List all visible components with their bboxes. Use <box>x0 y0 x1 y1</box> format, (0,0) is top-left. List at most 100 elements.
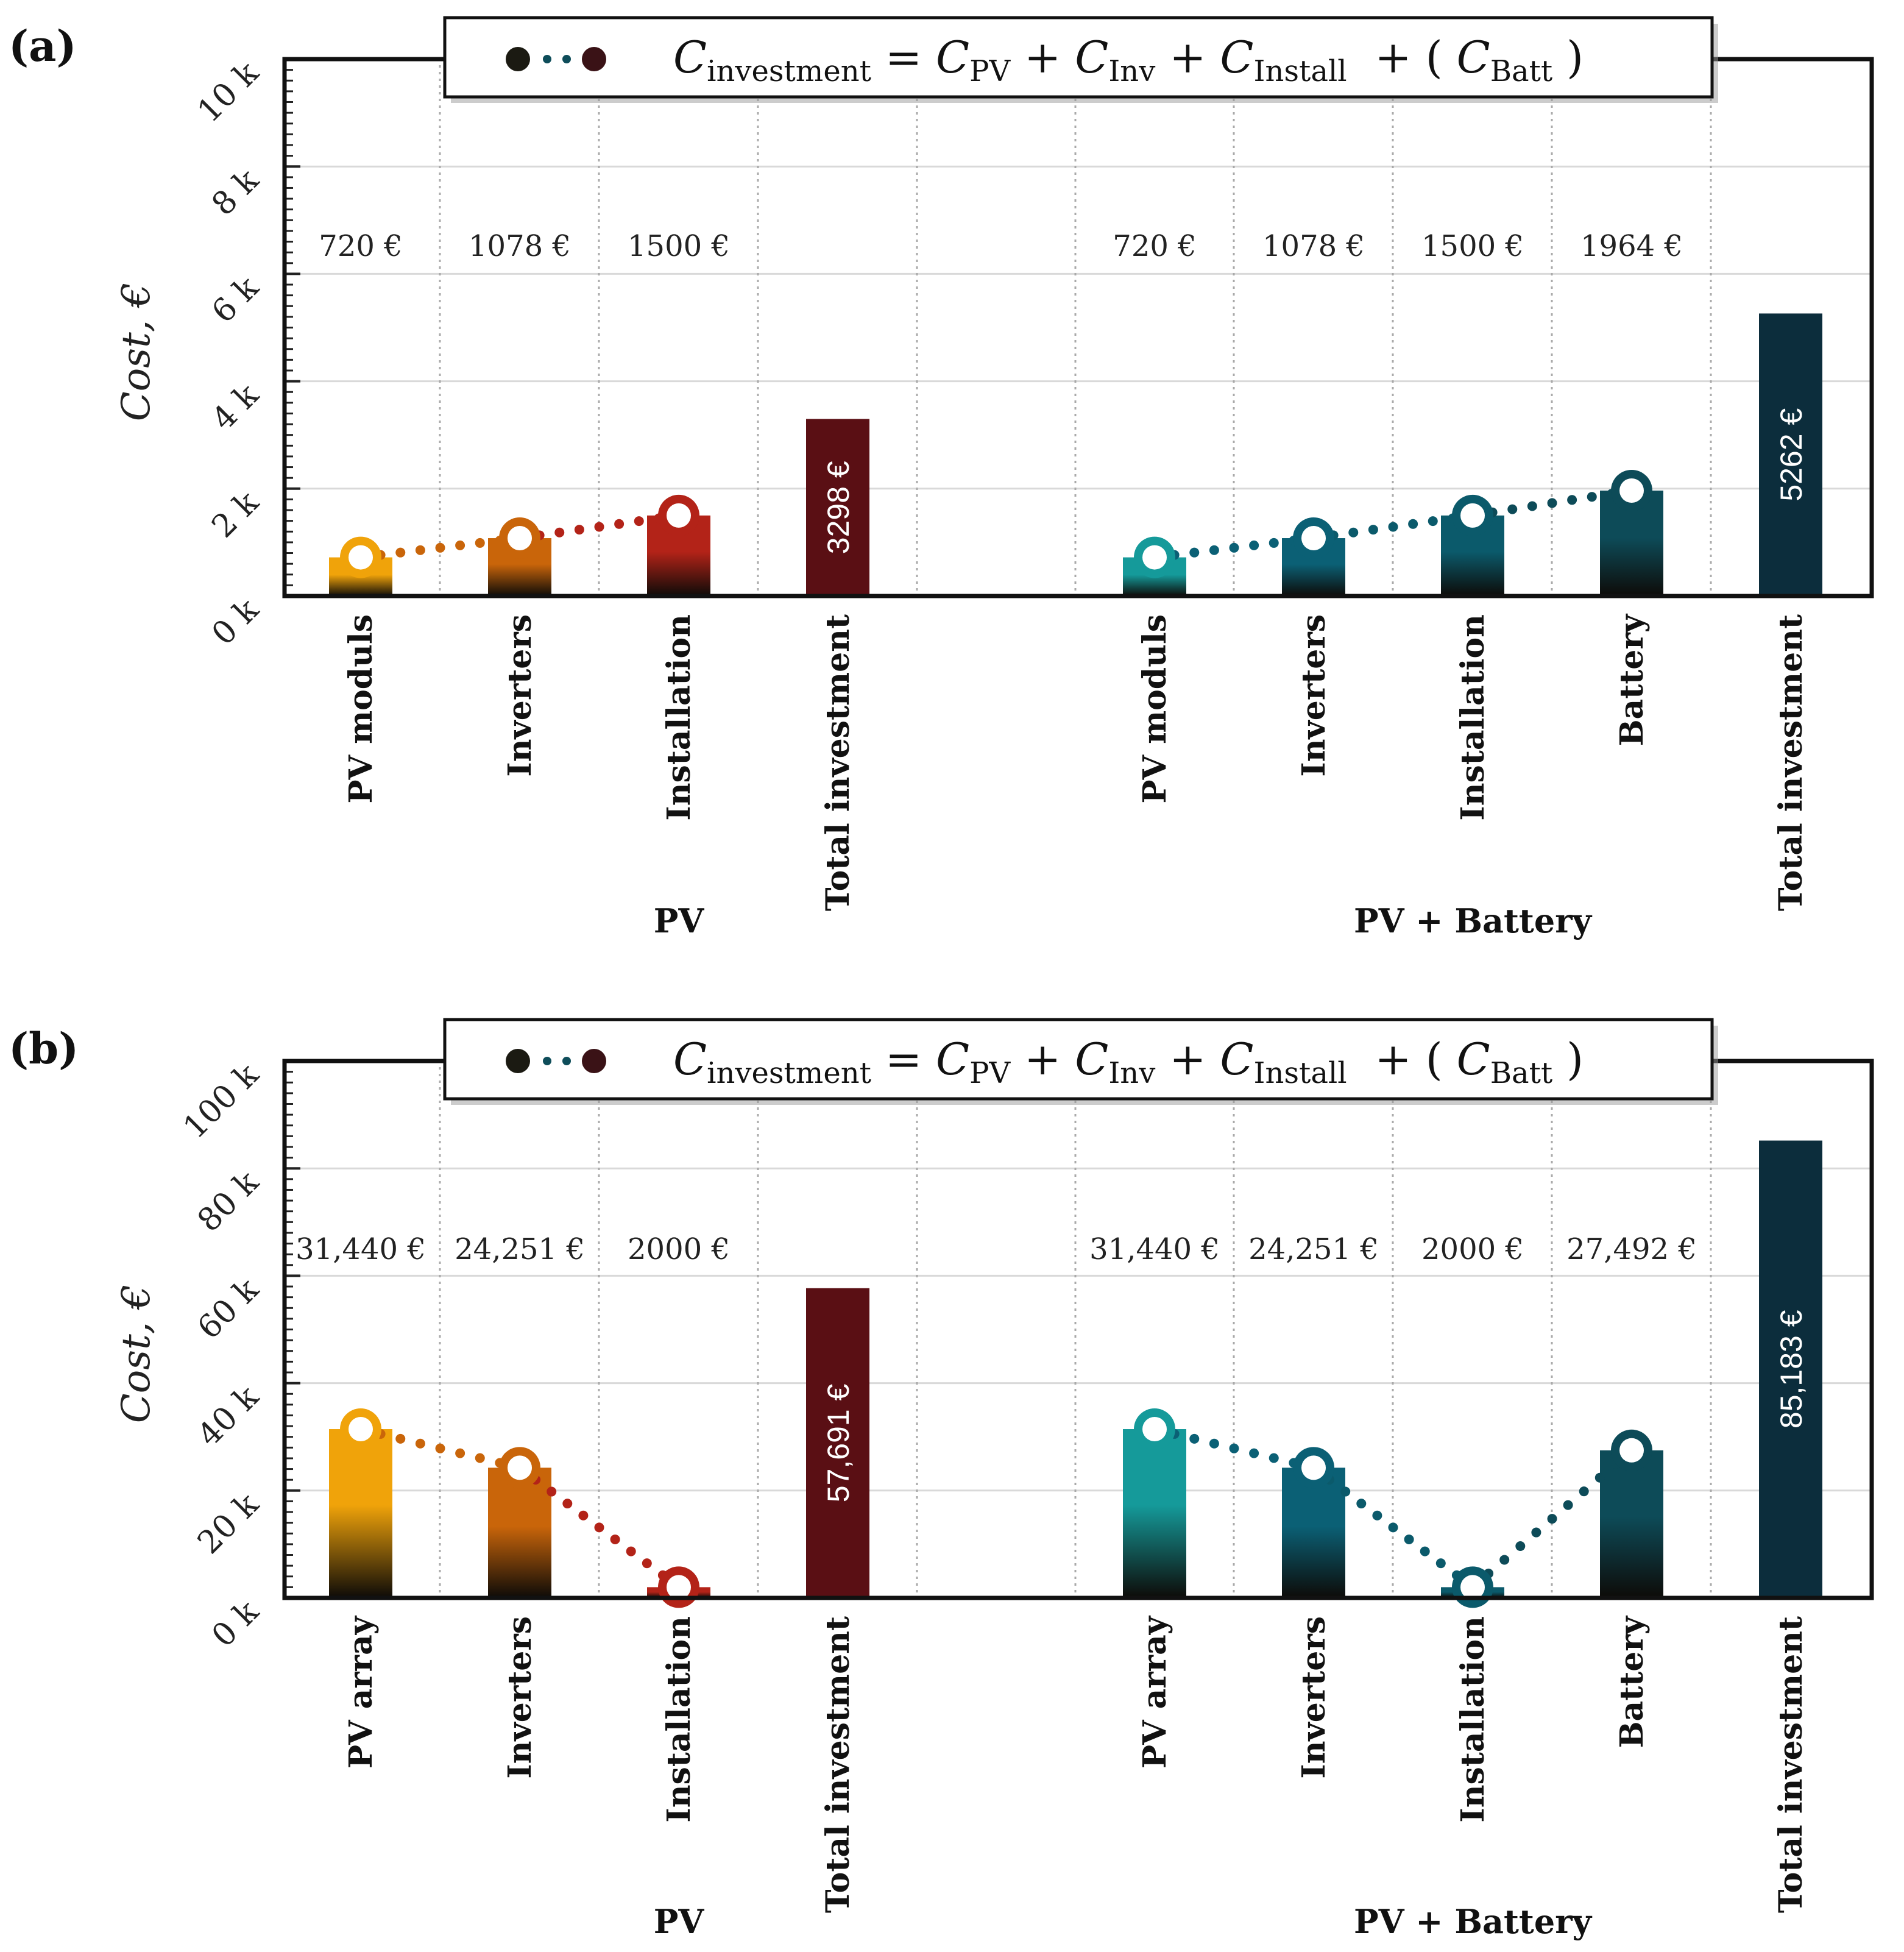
y-tick-label: 6 k <box>205 269 266 330</box>
y-tick-label: 100 k <box>177 1056 266 1146</box>
value-label: 31,440 € <box>1089 1232 1220 1266</box>
connector-dot <box>1507 504 1518 514</box>
value-label: 1500 € <box>1421 229 1524 263</box>
connector-dot <box>1428 516 1438 527</box>
marker-center <box>667 503 691 528</box>
x-tick-label: Total investment <box>819 614 857 911</box>
connector-dot <box>1348 527 1359 538</box>
legend-marker-end <box>582 1049 606 1073</box>
connector-dot <box>455 1448 465 1458</box>
group-label: PV <box>654 1902 705 1941</box>
connector-dot <box>1368 525 1378 535</box>
connector-dot <box>1435 1558 1446 1569</box>
connector-dot <box>1547 498 1557 508</box>
connector-dot <box>1404 1534 1414 1544</box>
marker-center <box>667 1575 691 1600</box>
value-label: 24,251 € <box>455 1232 585 1266</box>
connector-dot <box>1531 1527 1541 1538</box>
x-tick-label: PV array <box>342 1615 380 1769</box>
bar-inverters <box>1282 1468 1345 1598</box>
connector-dot <box>562 1499 573 1509</box>
marker-center <box>349 545 373 570</box>
connector-dot <box>1587 492 1597 502</box>
y-tick-label: 10 k <box>191 54 266 130</box>
bar-total-investment <box>1759 1140 1822 1598</box>
value-label: 1964 € <box>1580 229 1683 263</box>
value-label: 720 € <box>1113 229 1196 263</box>
connector-dot <box>1269 1453 1279 1463</box>
value-label: 720 € <box>319 229 402 263</box>
connector-dot <box>634 516 644 527</box>
connector-dot <box>1499 1555 1510 1565</box>
connector-dot <box>1209 545 1219 555</box>
y-tick-label: 20 k <box>191 1486 266 1561</box>
bar-pv-array <box>1123 1429 1186 1598</box>
value-label: 31,440 € <box>296 1232 426 1266</box>
total-value-label: 85,183 € <box>1774 1310 1808 1429</box>
connector-dot <box>1563 1500 1573 1510</box>
legend-box <box>443 16 1714 99</box>
panel-label: (a) <box>9 21 77 71</box>
bar-total-investment <box>806 419 869 596</box>
connector-dot <box>435 542 445 553</box>
panel-label: (b) <box>9 1023 79 1074</box>
marker-center <box>1460 1575 1485 1600</box>
bar-inverters <box>488 1468 551 1598</box>
value-label: 1078 € <box>469 229 571 263</box>
connector-dot <box>395 547 406 558</box>
group-label: PV + Battery <box>1354 1902 1593 1941</box>
marker-center <box>1619 478 1644 503</box>
connector-dot <box>1515 1541 1526 1552</box>
x-tick-label: Total investment <box>1772 1616 1810 1913</box>
connector-dot <box>1209 1438 1219 1449</box>
marker-center <box>1460 503 1485 528</box>
y-tick-label: 60 k <box>191 1271 266 1347</box>
connector-dot <box>1249 540 1259 550</box>
connector-dot <box>1527 501 1537 511</box>
y-tick-label: 2 k <box>205 484 266 545</box>
total-value-label: 3298 € <box>821 461 855 554</box>
connector-dot <box>1408 519 1418 529</box>
connector-dot <box>415 1438 425 1449</box>
connector-dot <box>574 525 584 535</box>
y-tick-label: 0 k <box>205 1593 266 1654</box>
legend-dot <box>562 55 571 63</box>
connector-dot <box>1249 1448 1259 1458</box>
connector-dot <box>1547 1514 1557 1524</box>
value-label: 27,492 € <box>1566 1232 1697 1266</box>
connector-dot <box>1567 495 1577 505</box>
y-axis-label: Cost, € <box>114 1285 159 1423</box>
connector-dot <box>1372 1510 1382 1521</box>
connector-dot <box>1340 1486 1351 1497</box>
marker-center <box>1619 1438 1644 1463</box>
legend-marker-end <box>582 47 606 71</box>
marker-center <box>349 1417 373 1442</box>
marker-center <box>1301 1455 1326 1480</box>
y-tick-label: 40 k <box>191 1379 266 1454</box>
x-tick-label: Inverters <box>1295 614 1332 777</box>
bar-total-investment <box>1759 313 1822 596</box>
x-tick-label: Installation <box>1454 614 1492 821</box>
marker-center <box>508 1455 532 1480</box>
marker-center <box>508 526 532 551</box>
connector-dot <box>1229 1443 1239 1453</box>
marker-center <box>1142 1417 1167 1442</box>
connector-dot <box>435 1443 445 1453</box>
bar-battery <box>1600 1450 1663 1598</box>
connector-dot <box>1189 547 1200 558</box>
x-tick-label: Inverters <box>1295 1616 1332 1779</box>
connector-dot <box>1189 1433 1200 1444</box>
x-tick-label: Installation <box>660 614 698 821</box>
marker-center <box>1301 526 1326 551</box>
connector-dot <box>614 519 625 529</box>
value-label: 2000 € <box>1421 1232 1524 1266</box>
x-tick-label: Installation <box>660 1616 698 1823</box>
connector-dot <box>1420 1546 1430 1556</box>
connector-dot <box>594 1522 604 1533</box>
group-label: PV <box>654 901 705 940</box>
x-tick-label: Battery <box>1613 613 1651 746</box>
connector-dot <box>1388 522 1398 532</box>
y-axis-label: Cost, € <box>114 283 159 421</box>
connector-dot <box>455 540 465 550</box>
connector-dot <box>594 522 604 532</box>
